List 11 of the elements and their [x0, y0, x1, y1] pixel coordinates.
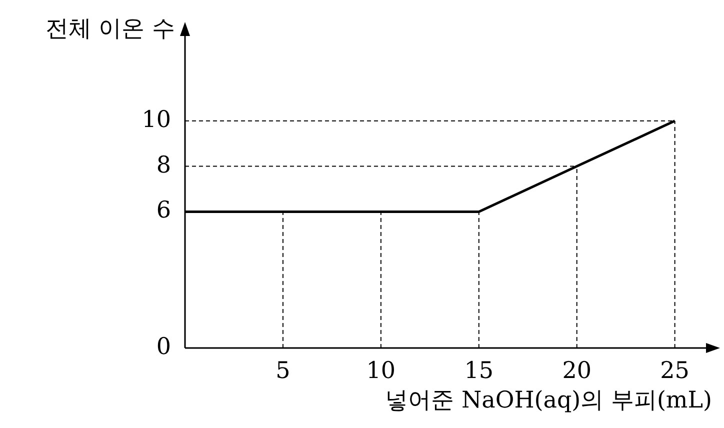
x-tick-label: 10 [366, 358, 396, 384]
y-tick-label: 10 [142, 106, 171, 133]
x-tick-label: 20 [562, 358, 592, 384]
y-tick-label: 6 [156, 198, 171, 224]
y-tick-label: 0 [156, 334, 171, 360]
y-axis-title: 전체 이온 수 [45, 16, 175, 42]
x-tick-label: 15 [464, 358, 494, 384]
y-tick-label: 8 [156, 152, 171, 178]
x-axis-title: 넣어준 NaOH(aq)의 부피(mL) [385, 387, 712, 414]
x-tick-label: 25 [660, 358, 690, 384]
x-tick-label: 5 [276, 358, 290, 384]
